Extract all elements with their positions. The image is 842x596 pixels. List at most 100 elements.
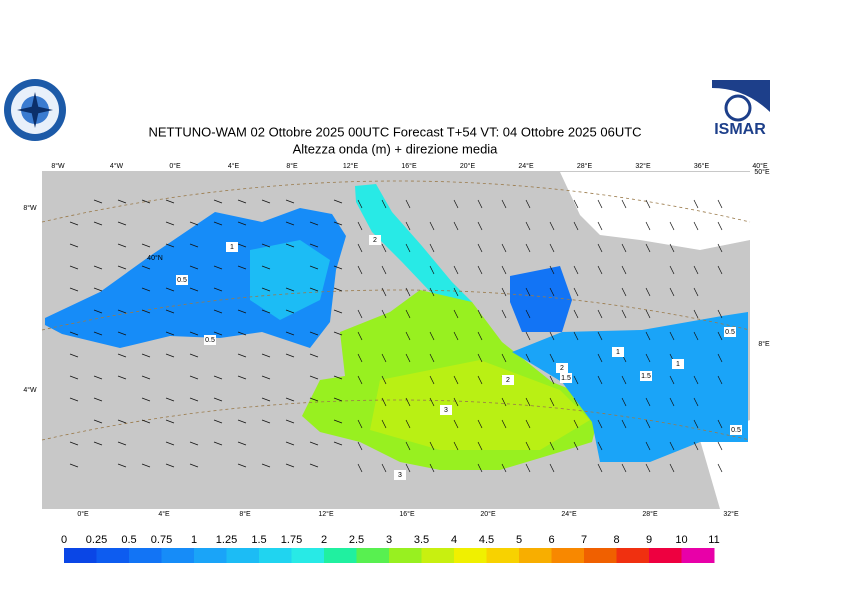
arrow xyxy=(117,265,127,270)
contour-label: 0.5 xyxy=(725,329,735,336)
contour-label-bg xyxy=(369,235,381,245)
arrow xyxy=(597,309,603,319)
map-labels: 8°W 4°W 0°E 4°E 8°E 12°E 16°E 20°E 24°E 28°E 32°E 3… xyxy=(23,162,770,518)
arrow xyxy=(381,353,387,363)
contour-label-bg xyxy=(724,327,736,337)
arrow xyxy=(285,463,295,468)
arrow xyxy=(645,199,651,209)
arrow xyxy=(141,309,151,314)
arrow xyxy=(333,265,343,270)
arrow xyxy=(645,221,651,231)
top-label: 28°E xyxy=(577,162,593,170)
arrow xyxy=(693,419,699,429)
arrow xyxy=(693,397,699,407)
top-label: 4°W xyxy=(110,162,124,170)
arrow xyxy=(381,265,387,275)
arrow xyxy=(333,309,343,314)
arrow xyxy=(549,397,555,407)
colorbar-label: 4 xyxy=(451,534,457,546)
colorbar-label: 8 xyxy=(613,534,619,546)
colorbar-segment xyxy=(389,548,422,563)
arrow xyxy=(357,221,363,231)
arrow xyxy=(669,463,675,473)
arrow xyxy=(501,265,507,275)
arrow xyxy=(213,375,223,380)
arrow xyxy=(645,441,651,451)
contour-label-bg xyxy=(556,363,568,373)
arrow xyxy=(405,243,411,253)
colorbar-segment xyxy=(291,548,325,563)
arrow xyxy=(717,221,723,231)
arrow xyxy=(381,199,387,209)
arrow xyxy=(285,243,295,248)
arrow xyxy=(477,419,483,429)
arrow xyxy=(333,221,343,226)
bottom-label: 32°E xyxy=(723,510,739,518)
arrow xyxy=(669,243,675,253)
arrow xyxy=(117,375,127,380)
arrow xyxy=(525,243,531,253)
arrow xyxy=(357,243,363,253)
arrow xyxy=(621,397,627,407)
right-label: 50°E xyxy=(754,168,770,176)
contour-label-bg xyxy=(640,371,652,381)
arrow xyxy=(597,243,603,253)
arrow xyxy=(429,265,435,275)
map xyxy=(41,171,751,509)
colorbar-segment xyxy=(519,548,552,563)
arrow xyxy=(525,353,531,363)
arrow xyxy=(69,287,79,292)
arrow xyxy=(453,199,459,209)
arrow xyxy=(189,375,199,380)
contour-label-bg xyxy=(612,347,624,357)
arrow xyxy=(501,419,507,429)
arrow xyxy=(573,331,579,341)
arrow xyxy=(141,353,151,358)
arrow xyxy=(93,309,103,314)
arrow xyxy=(453,221,459,231)
arrow xyxy=(477,243,483,253)
colorbar-segment xyxy=(551,548,585,563)
arrow xyxy=(501,397,507,407)
arrow xyxy=(405,419,411,429)
arrow xyxy=(573,221,579,231)
arrow xyxy=(189,353,199,358)
arrow xyxy=(237,265,247,270)
arrow xyxy=(549,441,555,451)
arrow xyxy=(645,353,651,363)
arrow xyxy=(165,419,175,424)
arrow xyxy=(381,243,387,253)
arrow xyxy=(165,309,175,314)
arrow xyxy=(621,265,627,275)
bottom-label: 8°E xyxy=(239,510,251,518)
arrow xyxy=(717,265,723,275)
arrow xyxy=(477,309,483,319)
colorbar-segment xyxy=(194,548,227,563)
bottom-label: 20°E xyxy=(480,510,496,518)
arrow xyxy=(429,441,435,451)
bottom-label: 24°E xyxy=(561,510,577,518)
bottom-label: 12°E xyxy=(318,510,334,518)
arrow xyxy=(213,199,223,204)
arrow xyxy=(429,331,435,341)
arrow xyxy=(597,463,603,473)
arrow xyxy=(333,331,343,336)
arrow xyxy=(429,243,435,253)
arrow xyxy=(573,309,579,319)
arrow xyxy=(597,331,603,341)
top-label: 4°E xyxy=(228,162,240,170)
arrow xyxy=(357,309,363,319)
arrow xyxy=(525,441,531,451)
arrow xyxy=(333,287,343,292)
colorbar-segment xyxy=(64,548,97,563)
arrow xyxy=(597,441,603,451)
arrow xyxy=(549,265,555,275)
contour-label-bg xyxy=(440,405,452,415)
arrow xyxy=(93,397,103,402)
contour-label: 1 xyxy=(230,244,234,251)
arrow xyxy=(693,265,699,275)
arrow xyxy=(357,331,363,341)
colorbar-label: 2 xyxy=(321,534,327,546)
arrow xyxy=(117,199,127,204)
arrow xyxy=(549,331,555,341)
